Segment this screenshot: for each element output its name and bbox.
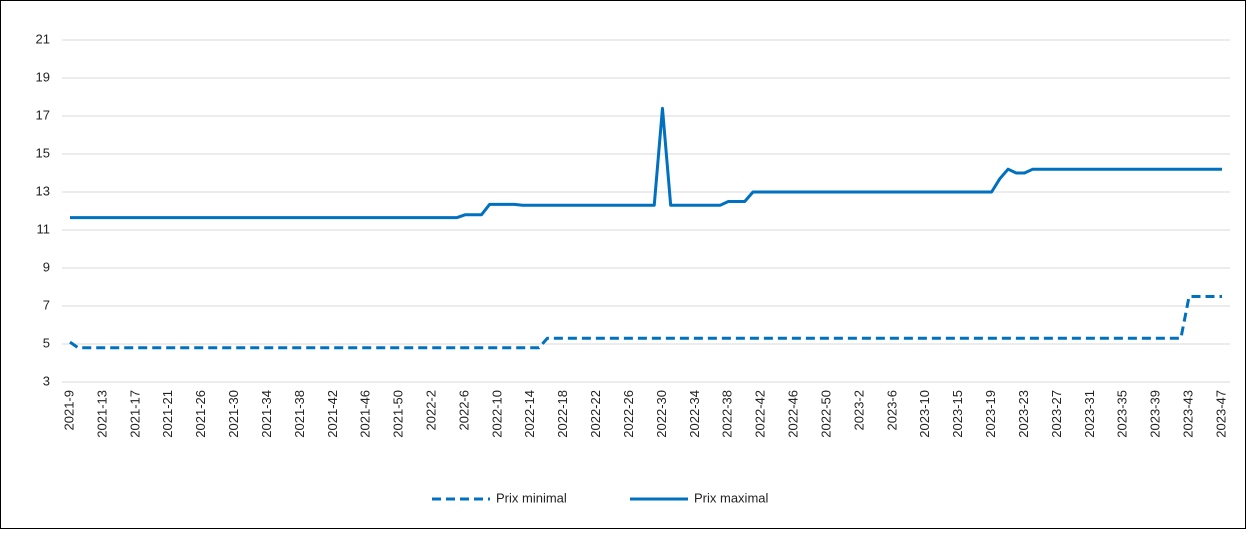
series-line — [69, 295, 1222, 350]
x-tick-label: 2023-19 — [983, 390, 998, 438]
x-tick-label: 2021-21 — [160, 390, 175, 438]
y-tick-label: 15 — [36, 145, 50, 160]
x-tick-label: 2022-14 — [522, 390, 537, 438]
x-tick-label: 2023-2 — [851, 390, 866, 430]
x-tick-label: 2021-13 — [94, 390, 109, 438]
y-tick-label: 21 — [36, 31, 50, 46]
x-tick-label: 2022-34 — [687, 390, 702, 438]
y-tick-label: 5 — [43, 335, 50, 350]
x-tick-label: 2023-6 — [884, 390, 899, 430]
y-tick-label: 7 — [43, 297, 50, 312]
y-tick-label: 19 — [36, 69, 50, 84]
x-tick-label: 2021-34 — [259, 390, 274, 438]
x-tick-label: 2023-43 — [1181, 390, 1196, 438]
x-tick-label: 2022-50 — [818, 390, 833, 438]
x-tick-label: 2021-50 — [391, 390, 406, 438]
y-tick-label: 9 — [43, 259, 50, 274]
x-tick-label: 2023-31 — [1082, 390, 1097, 438]
x-tick-label: 2022-42 — [753, 390, 768, 438]
x-tick-label: 2021-26 — [193, 390, 208, 438]
x-tick-label: 2021-38 — [292, 390, 307, 438]
x-tick-label: 2023-10 — [917, 390, 932, 438]
x-tick-label: 2021-9 — [61, 390, 76, 430]
x-tick-label: 2022-10 — [489, 390, 504, 438]
x-tick-label: 2023-35 — [1115, 390, 1130, 438]
legend-label: Prix minimal — [496, 490, 567, 505]
x-tick-label: 2022-2 — [423, 390, 438, 430]
y-tick-label: 13 — [36, 183, 50, 198]
y-tick-label: 17 — [36, 107, 50, 122]
x-tick-label: 2021-30 — [226, 390, 241, 438]
y-tick-label: 3 — [43, 373, 50, 388]
x-tick-label: 2022-46 — [786, 390, 801, 438]
x-tick-label: 2023-15 — [950, 390, 965, 438]
x-tick-label: 2023-23 — [1016, 390, 1031, 438]
x-tick-label: 2022-18 — [555, 390, 570, 438]
x-tick-label: 2022-26 — [621, 390, 636, 438]
x-tick-label: 2021-46 — [358, 390, 373, 438]
x-tick-label: 2022-38 — [720, 390, 735, 438]
x-tick-label: 2023-27 — [1049, 390, 1064, 438]
x-tick-label: 2021-17 — [127, 390, 142, 438]
x-tick-label: 2022-30 — [654, 390, 669, 438]
x-tick-label: 2021-42 — [325, 390, 340, 438]
x-tick-label: 2022-22 — [588, 390, 603, 438]
legend-label: Prix maximal — [694, 490, 769, 505]
x-tick-label: 2022-6 — [456, 390, 471, 430]
x-tick-label: 2023-39 — [1148, 390, 1163, 438]
x-tick-label: 2023-47 — [1213, 390, 1228, 438]
y-tick-label: 11 — [37, 221, 51, 236]
series-line — [70, 106, 1222, 220]
